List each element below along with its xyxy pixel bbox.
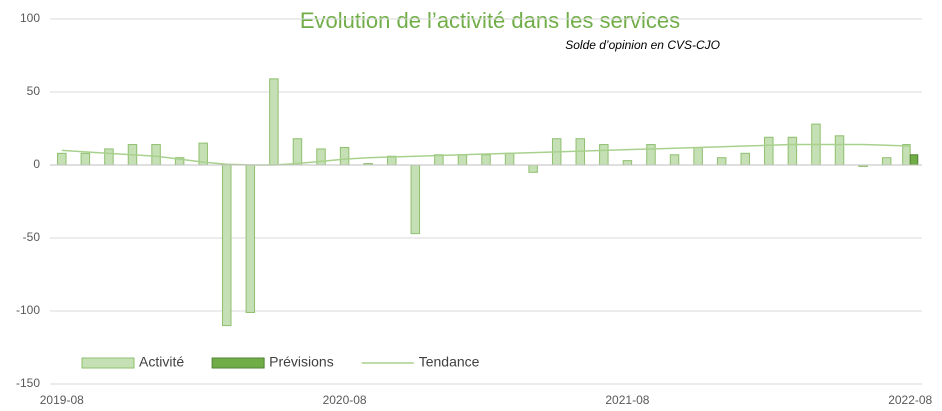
y-tick-label: 0	[33, 157, 40, 171]
bar	[292, 138, 303, 166]
legend-swatch	[211, 357, 265, 369]
legend-label: Activité	[139, 354, 184, 370]
x-tick-label: 2021-08	[605, 393, 649, 407]
bar	[269, 78, 279, 166]
bar	[902, 144, 911, 166]
bar	[716, 157, 727, 166]
bar	[222, 164, 232, 327]
y-tick-label: -150	[16, 376, 40, 390]
bar	[764, 136, 774, 166]
y-tick-label: -100	[16, 303, 40, 317]
bar	[57, 152, 67, 166]
trend-line	[61, 143, 911, 166]
bar	[410, 164, 421, 235]
bar	[80, 152, 91, 166]
legend-swatch	[81, 357, 135, 369]
bar	[481, 154, 491, 166]
bar	[245, 164, 256, 313]
bar	[881, 157, 892, 166]
bar	[693, 146, 703, 166]
bar	[504, 152, 515, 166]
legend-label: Tendance	[419, 354, 480, 370]
bar	[339, 146, 350, 166]
x-tick-label: 2019-08	[40, 393, 84, 407]
legend-label: Prévisions	[269, 354, 334, 370]
y-tick-label: 50	[27, 84, 41, 98]
bar	[528, 164, 538, 173]
bar	[669, 154, 680, 166]
bar	[740, 152, 750, 166]
chart-title: Evolution de l’activité dans les service…	[300, 8, 680, 33]
chart-subtitle: Solde d’opinion en CVS-CJO	[565, 38, 720, 52]
bar	[622, 160, 633, 166]
bar	[457, 154, 468, 166]
bar	[646, 144, 656, 166]
bar	[104, 148, 114, 166]
bar	[787, 136, 798, 166]
y-tick-label: 100	[20, 11, 40, 25]
bar	[599, 144, 609, 166]
bar	[316, 148, 326, 166]
bar	[151, 144, 161, 166]
bar	[834, 135, 845, 166]
y-tick-label: -50	[23, 230, 41, 244]
x-tick-label: 2020-08	[323, 393, 367, 407]
bar	[909, 154, 919, 166]
x-tick-label: 2022-08	[888, 393, 932, 407]
